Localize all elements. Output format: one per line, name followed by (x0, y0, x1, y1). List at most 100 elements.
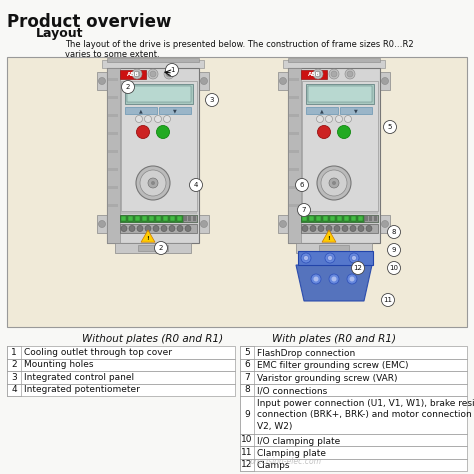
Bar (319, 245, 349, 251)
Circle shape (315, 71, 321, 77)
Circle shape (342, 226, 348, 231)
Circle shape (148, 178, 158, 188)
Circle shape (318, 226, 324, 231)
Text: ABB: ABB (127, 72, 139, 77)
Bar (128, 216, 133, 221)
Text: Integrated potentiometer: Integrated potentiometer (24, 385, 140, 394)
Text: precision-elec.com: precision-elec.com (249, 457, 321, 466)
Bar (330, 216, 335, 221)
Circle shape (336, 116, 343, 122)
Text: I/O connections: I/O connections (257, 386, 327, 395)
Bar (278, 72, 288, 90)
Bar (302, 220, 378, 222)
Circle shape (177, 226, 183, 231)
Circle shape (136, 166, 170, 200)
Circle shape (313, 276, 319, 282)
Text: 12: 12 (241, 460, 253, 469)
Text: 1: 1 (11, 348, 17, 357)
Bar (302, 212, 378, 214)
Text: The layout of the drive is presented below. The construction of frame sizes R0…R: The layout of the drive is presented bel… (65, 40, 414, 49)
Bar (302, 224, 378, 226)
Circle shape (366, 226, 372, 231)
Bar (240, 458, 467, 471)
Bar (289, 204, 299, 207)
Circle shape (121, 81, 135, 93)
Bar (97, 72, 107, 90)
Circle shape (347, 274, 357, 284)
Bar (344, 216, 349, 221)
Circle shape (349, 253, 359, 263)
Bar (370, 216, 373, 221)
Text: 7: 7 (244, 373, 250, 382)
Circle shape (161, 226, 167, 231)
Bar (127, 86, 191, 102)
Text: 11: 11 (383, 297, 392, 303)
Bar (7, 358, 235, 371)
Bar (240, 446, 254, 458)
Polygon shape (322, 230, 336, 242)
Polygon shape (141, 230, 155, 242)
Bar (240, 434, 254, 446)
Bar (7, 371, 21, 383)
Circle shape (121, 226, 127, 231)
Bar (380, 215, 390, 233)
Bar (364, 215, 378, 222)
Circle shape (140, 170, 166, 196)
Text: V2, W2): V2, W2) (257, 422, 292, 431)
Circle shape (150, 71, 156, 77)
Circle shape (345, 69, 355, 79)
Circle shape (185, 226, 191, 231)
Bar (7, 371, 235, 383)
Text: 2: 2 (126, 84, 130, 90)
Bar (240, 358, 467, 371)
Bar (316, 216, 321, 221)
Bar (309, 216, 314, 221)
Circle shape (382, 220, 389, 228)
Bar (302, 216, 378, 218)
Circle shape (350, 226, 356, 231)
Bar (108, 132, 118, 135)
Text: varies to some extent.: varies to some extent. (65, 50, 160, 59)
Bar (108, 114, 118, 117)
Bar (125, 107, 157, 114)
Bar (240, 396, 254, 434)
Text: 8: 8 (244, 385, 250, 394)
Bar (308, 86, 372, 102)
Text: Integrated control panel: Integrated control panel (24, 373, 134, 382)
Circle shape (136, 116, 143, 122)
Circle shape (313, 69, 323, 79)
Bar (240, 371, 467, 383)
Circle shape (302, 226, 308, 231)
Text: ▲: ▲ (139, 108, 143, 113)
Circle shape (137, 126, 149, 138)
Text: ▼: ▼ (354, 108, 358, 113)
Bar (183, 215, 197, 222)
Circle shape (145, 226, 151, 231)
Bar (380, 72, 390, 90)
Circle shape (311, 274, 321, 284)
Circle shape (310, 226, 316, 231)
Circle shape (166, 71, 172, 77)
Circle shape (318, 126, 330, 138)
Bar (351, 216, 356, 221)
Circle shape (201, 78, 208, 84)
Circle shape (134, 71, 140, 77)
Circle shape (151, 181, 155, 185)
Circle shape (329, 274, 339, 284)
Bar (7, 383, 235, 396)
Bar (108, 96, 118, 99)
Bar (240, 383, 467, 396)
Bar (7, 346, 21, 358)
Bar (7, 383, 21, 396)
Bar (289, 186, 299, 189)
Bar (7, 57, 467, 327)
Bar (199, 72, 209, 90)
Bar (240, 371, 254, 383)
Text: 4: 4 (194, 182, 198, 188)
Bar (189, 216, 191, 221)
Text: I/O clamping plate: I/O clamping plate (257, 437, 340, 446)
Circle shape (388, 244, 401, 256)
Bar (138, 245, 168, 251)
Text: With plates (R0 and R1): With plates (R0 and R1) (272, 334, 396, 344)
Bar (108, 186, 118, 189)
